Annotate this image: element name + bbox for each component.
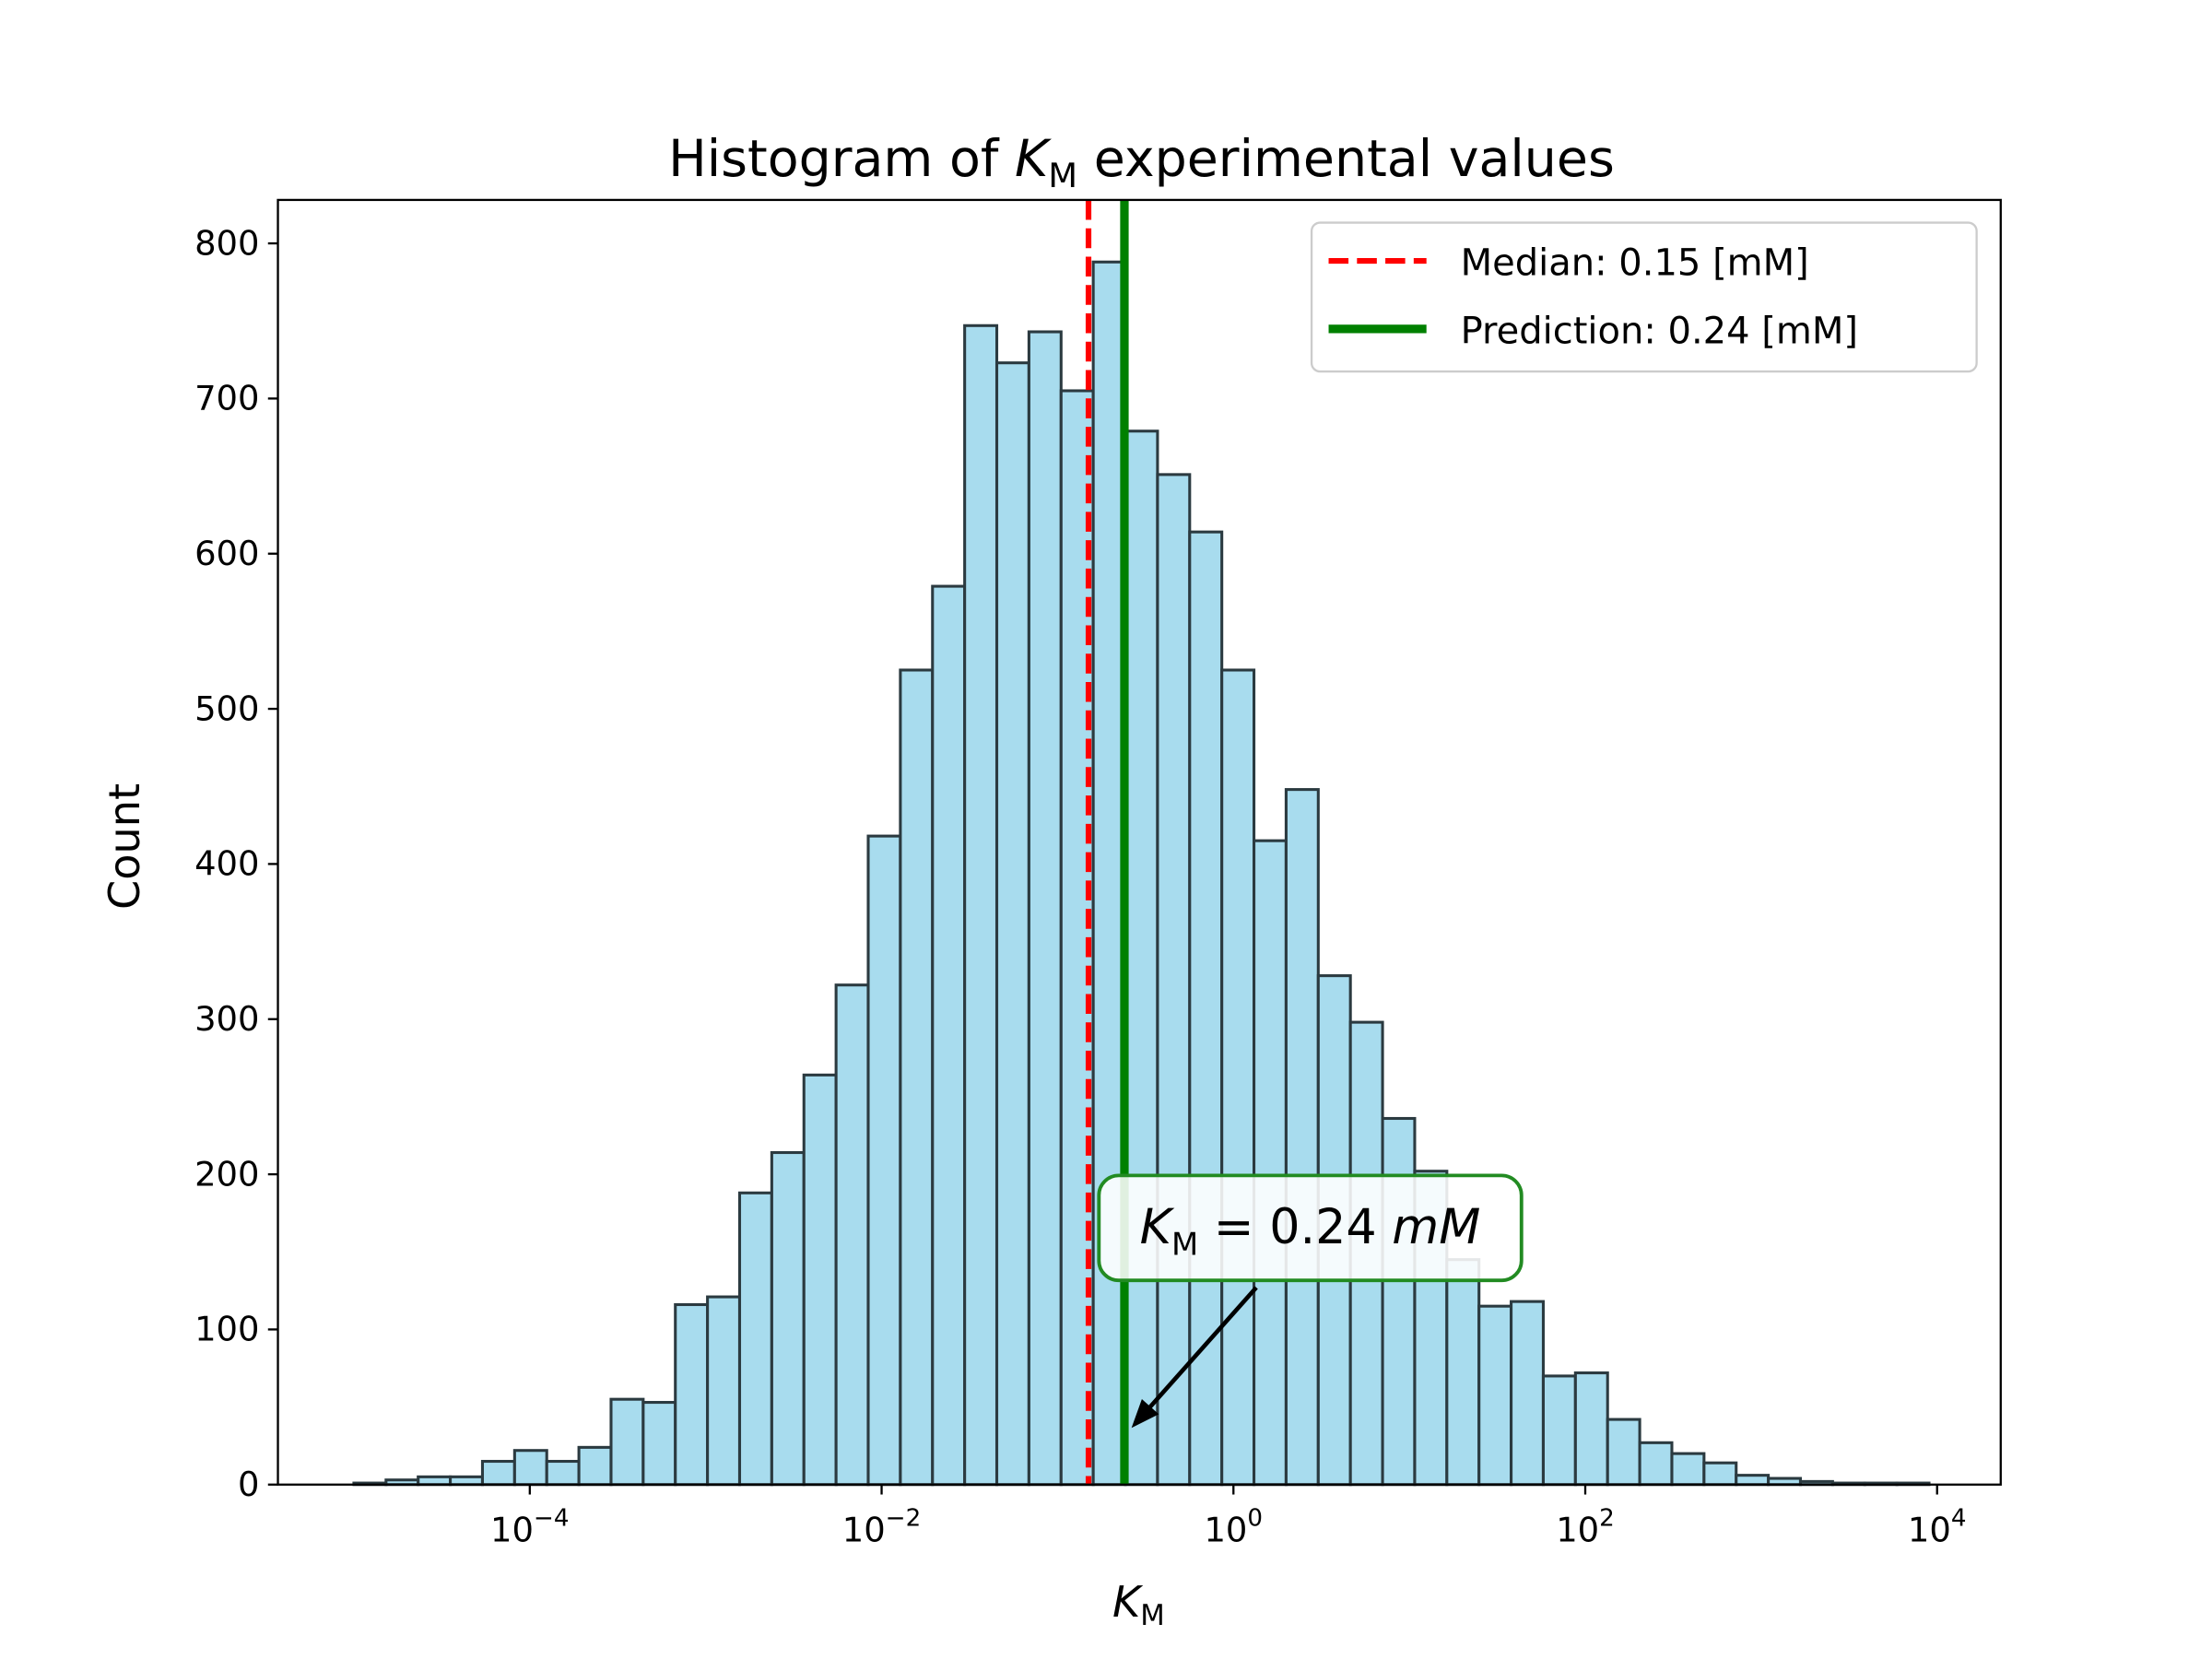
y-tick-label: 200 [194, 1154, 259, 1194]
annotation: KM = 0.24 mM [1097, 1173, 1524, 1429]
x-tick-label: 100 [1204, 1504, 1263, 1549]
histogram-bar [1477, 1304, 1513, 1487]
histogram-bar [1027, 330, 1063, 1487]
histogram-bar [963, 324, 999, 1487]
histogram-bar [1381, 1116, 1417, 1487]
annotation-text: KM = 0.24 mM [1140, 1199, 1481, 1262]
histogram-bar [706, 1295, 742, 1487]
annotation-arrowhead [1131, 1399, 1159, 1429]
histogram-bar [931, 584, 967, 1487]
y-tick-label: 500 [194, 688, 259, 728]
annotation-arrow [1141, 1286, 1258, 1417]
bars [352, 260, 1931, 1487]
legend-box [1310, 221, 1978, 373]
histogram-bar [737, 1191, 773, 1487]
histogram-bar [834, 983, 870, 1487]
x-tick-label: 104 [1908, 1504, 1967, 1549]
histogram-bar [866, 834, 902, 1487]
annotation-box [1097, 1173, 1524, 1283]
y-tick-label: 0 [238, 1465, 259, 1504]
legend: Median: 0.15 [mM] Prediction: 0.24 [mM] [1310, 221, 1978, 373]
y-tick-label: 400 [194, 844, 259, 884]
y-tick-label: 800 [194, 223, 259, 263]
histogram-bar [899, 668, 935, 1487]
x-tick-label: 10−4 [490, 1504, 570, 1549]
histogram-bar [1188, 530, 1224, 1487]
histogram-bar [512, 1449, 548, 1487]
histogram-bar [1510, 1300, 1545, 1487]
y-tick-label: 700 [194, 379, 259, 418]
histogram-bar [641, 1401, 677, 1487]
y-axis-label: Count [100, 783, 149, 910]
histogram-bar [577, 1445, 613, 1487]
histogram-bar [1670, 1452, 1706, 1487]
y-tick-label: 300 [194, 999, 259, 1039]
y-tick-label: 100 [194, 1310, 259, 1349]
histogram-bar [674, 1302, 710, 1487]
histogram-bar [1573, 1371, 1609, 1487]
x-axis-label: KM [1112, 1577, 1165, 1632]
histogram-bar [417, 1475, 453, 1487]
histogram-bar [1606, 1418, 1641, 1487]
histogram-bar [770, 1150, 806, 1487]
histogram-bar [1156, 473, 1192, 1487]
histogram-bar [1124, 429, 1159, 1487]
histogram-bar [1253, 839, 1288, 1487]
histogram-bar [1638, 1441, 1674, 1487]
x-tick-label: 102 [1556, 1504, 1615, 1549]
histogram-bar [545, 1459, 581, 1487]
histogram-bar [1445, 1258, 1481, 1487]
y-tick-label: 600 [194, 534, 259, 573]
histogram-bar [1284, 788, 1320, 1487]
legend-prediction-label: Prediction: 0.24 [mM] [1461, 310, 1858, 352]
histogram-bar [1220, 668, 1256, 1487]
histogram-bar [994, 361, 1030, 1487]
histogram-bar [480, 1459, 516, 1487]
histogram-bar [449, 1475, 485, 1487]
histogram-bar [802, 1073, 838, 1487]
histogram-bar [609, 1397, 645, 1487]
x-tick-label: 10−2 [842, 1504, 922, 1549]
chart-title: Histogram of KM experimental values [668, 130, 1615, 195]
plot-frame [276, 198, 2002, 1486]
histogram-bar [1702, 1461, 1738, 1487]
histogram-bar [1541, 1374, 1577, 1487]
legend-median-label: Median: 0.15 [mM] [1461, 241, 1809, 284]
histogram-bar [1735, 1474, 1771, 1487]
